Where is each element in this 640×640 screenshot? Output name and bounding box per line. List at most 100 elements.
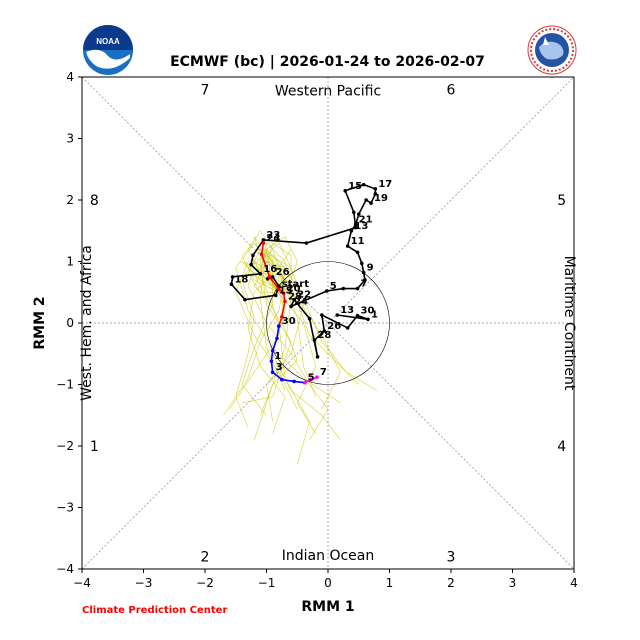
track-point-label: 1	[371, 309, 378, 320]
track-point-label: 28	[317, 330, 331, 341]
track-point	[270, 370, 275, 375]
y-tick-label: 0	[66, 316, 74, 330]
phase-number: 8	[90, 193, 99, 209]
track-point-label: 18	[234, 274, 248, 285]
track-point-label: 24	[266, 233, 280, 244]
track-point	[261, 241, 266, 245]
track-point-label: start	[282, 279, 309, 290]
track-point	[353, 225, 358, 230]
phase-number: 4	[557, 439, 566, 455]
x-tick-label: −3	[135, 576, 153, 590]
track-point	[230, 275, 235, 279]
track-point-label: 3	[276, 362, 283, 373]
ensemble-members	[223, 230, 378, 465]
phase-number: 3	[447, 550, 456, 566]
track-point-label: 28	[288, 291, 302, 302]
track-point	[243, 297, 247, 302]
x-tick-label: 2	[447, 576, 455, 590]
track-point	[292, 379, 296, 384]
x-tick-label: −4	[73, 576, 91, 590]
ensemble-line-9	[235, 242, 341, 404]
ensemble-line-12	[235, 255, 298, 410]
track-point	[249, 262, 253, 267]
ensemble-line-20	[253, 261, 298, 440]
ensemble-line-7	[266, 248, 317, 434]
track-point	[320, 313, 324, 317]
track-point	[343, 188, 348, 193]
track-point	[269, 359, 274, 363]
x-tick-label: 3	[509, 576, 517, 590]
track-point	[345, 244, 350, 248]
track-point	[261, 238, 266, 242]
y-tick-label: −4	[56, 562, 74, 576]
track-point	[341, 286, 346, 291]
track-point-label: 23	[266, 230, 280, 241]
track-point	[270, 348, 275, 353]
x-tick-label: 0	[324, 576, 332, 590]
phase-number: 1	[90, 439, 99, 455]
x-tick-label: −2	[196, 576, 214, 590]
track-point	[345, 326, 350, 330]
track-point-label: 20	[287, 283, 301, 294]
region-label-top: Western Pacific	[275, 83, 381, 99]
forecast-track	[229, 182, 378, 385]
noaa-logo: NOAA	[83, 25, 133, 75]
track-point	[267, 275, 272, 279]
ensemble-line-2	[260, 242, 292, 416]
region-label-right: Maritime Continent	[561, 256, 577, 391]
track-point-label: 15	[279, 285, 293, 296]
y-tick-label: 4	[66, 70, 74, 84]
track-point-label: 15	[348, 181, 362, 192]
svg-text:NOAA: NOAA	[96, 37, 120, 46]
track-line-3	[270, 325, 305, 384]
y-axis-label: RMM 2	[32, 296, 48, 349]
track-point-label: 7	[361, 279, 368, 290]
track-point-label: 7	[320, 367, 327, 378]
track-point	[251, 253, 255, 258]
track-point	[258, 272, 263, 276]
plot-frame	[78, 76, 575, 573]
track-point	[356, 212, 361, 216]
track-point	[353, 222, 358, 227]
phase-number: 6	[447, 82, 456, 98]
track-point	[361, 270, 366, 275]
track-point-label: 19	[374, 193, 388, 204]
phase-number: 7	[201, 82, 210, 98]
track-point	[270, 275, 275, 279]
track-point	[275, 336, 279, 341]
track-point-label: 9	[367, 263, 374, 274]
region-label-bottom: Indian Ocean	[282, 548, 374, 564]
chart-title: ECMWF (bc) | 2026-01-24 to 2026-02-07	[170, 54, 485, 70]
track-point	[355, 313, 360, 318]
region-label-left: West. Hem. and Africa	[79, 245, 95, 401]
y-tick-label: −1	[56, 378, 74, 392]
track-point	[277, 324, 281, 328]
track-point	[280, 377, 284, 382]
track-point	[280, 315, 284, 319]
track-point	[373, 187, 378, 191]
credit-text: Climate Prediction Center	[82, 605, 228, 616]
y-tick-label: 3	[66, 132, 74, 146]
track-point	[277, 287, 281, 291]
track-line-2	[260, 242, 286, 327]
track-point	[324, 289, 329, 293]
track-point	[360, 261, 364, 266]
track-point	[335, 313, 340, 317]
track-point	[363, 278, 367, 282]
phase-number: 5	[557, 193, 566, 209]
track-point	[322, 329, 327, 333]
nws-logo	[527, 25, 577, 75]
track-point	[259, 252, 264, 256]
ensemble-line-13	[253, 261, 378, 391]
y-tick-label: 2	[66, 193, 74, 207]
track-point-label: 13	[354, 221, 368, 232]
track-point-label: 11	[351, 236, 365, 247]
track-point	[373, 192, 378, 196]
track-point	[349, 228, 354, 233]
track-point	[292, 297, 296, 302]
ensemble-line-11	[253, 261, 341, 441]
track-point-label: 30	[282, 316, 296, 327]
x-axis-label: RMM 1	[301, 599, 354, 615]
